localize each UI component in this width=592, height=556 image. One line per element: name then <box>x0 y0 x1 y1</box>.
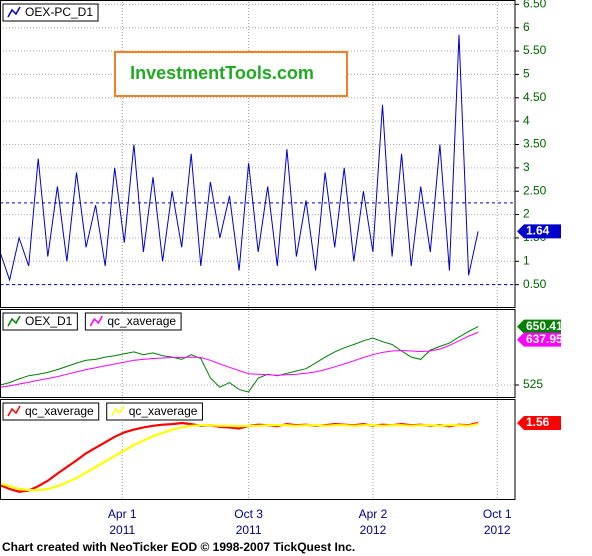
x-tick-label: Apr 2 <box>359 507 388 521</box>
value-flag <box>517 319 561 334</box>
panel-frame <box>0 0 516 308</box>
legend-item: qc_xaverage <box>106 402 203 421</box>
value-flag-label: 1.64 <box>526 224 550 238</box>
series-line <box>0 423 479 492</box>
panel-frame <box>0 399 516 500</box>
legend-box <box>106 402 203 421</box>
legend-swatch <box>111 405 125 417</box>
x-tick-year: 2011 <box>236 523 262 537</box>
legend-item: OEX_D1 <box>2 312 78 331</box>
x-tick-year: 2011 <box>109 523 135 537</box>
legend-label: qc_xaverage <box>107 314 176 328</box>
y-tick-label: 4 <box>523 113 530 127</box>
y-tick-label: 3 <box>523 160 530 174</box>
y-tick-label: 2.50 <box>523 183 547 197</box>
legend-box <box>84 312 182 331</box>
series-line <box>0 326 479 393</box>
legend-label: qc_xaverage <box>25 404 94 418</box>
y-tick-label: 1 <box>523 253 530 267</box>
legend-item: qc_xaverage <box>2 402 100 421</box>
value-flag <box>517 224 561 239</box>
legend-swatch <box>7 315 21 327</box>
x-tick-year: 2012 <box>360 523 387 537</box>
y-tick-label: 5.50 <box>523 43 547 57</box>
series-line <box>0 34 479 282</box>
y-tick-label: 6.50 <box>523 0 547 11</box>
legend-item: OEX-PC_D1 <box>2 3 99 22</box>
watermark: InvestmentTools.com <box>130 63 314 83</box>
x-tick-year: 2012 <box>484 523 511 537</box>
legend-item: qc_xaverage <box>84 312 182 331</box>
legend-box <box>2 3 99 22</box>
plot-layer <box>0 2 515 500</box>
legend-label: qc_xaverage <box>129 404 198 418</box>
y-tick-label: 3.50 <box>523 137 547 151</box>
value-flag <box>517 416 561 430</box>
value-flag-label: 650.41 <box>526 319 563 333</box>
value-flag-label: 637.95 <box>526 332 563 346</box>
y-tick-label: 525 <box>523 377 543 391</box>
y-tick-label: 4.50 <box>523 90 547 104</box>
y-tick-label: 6 <box>523 20 530 34</box>
y-tick-label: 5 <box>523 67 530 81</box>
watermark-box <box>114 51 348 97</box>
legend-box <box>2 312 78 331</box>
legend-box <box>2 402 100 421</box>
footer: Chart created with NeoTicker EOD © 1998-… <box>2 540 355 554</box>
value-flag <box>517 332 561 347</box>
series-line <box>0 331 479 388</box>
legend-swatch <box>7 6 21 18</box>
y-tick-label: 2 <box>523 207 530 221</box>
x-tick-label: Oct 3 <box>234 507 263 521</box>
panel-frame <box>0 309 516 398</box>
x-tick-label: Apr 1 <box>108 507 137 521</box>
legend-swatch <box>89 315 104 327</box>
x-tick-label: Oct 1 <box>483 507 512 521</box>
legend-label: OEX-PC_D1 <box>25 5 93 19</box>
value-flag-label: 1.56 <box>526 415 550 429</box>
y-tick-label: 0.50 <box>523 277 547 291</box>
legend-label: OEX_D1 <box>25 314 73 328</box>
legend-swatch <box>7 405 21 417</box>
